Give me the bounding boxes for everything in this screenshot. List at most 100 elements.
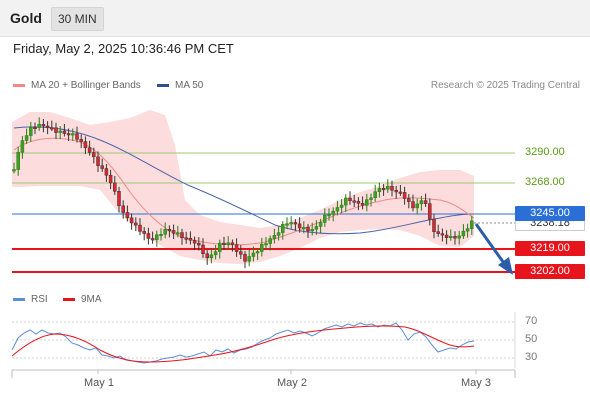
candle-body	[302, 227, 306, 230]
candle-body	[465, 228, 470, 232]
legend-ma50: MA 50	[157, 80, 203, 91]
x-label-may2: May 2	[277, 377, 307, 389]
candle-body	[155, 234, 159, 241]
candle-body	[398, 191, 403, 194]
candle-body	[428, 203, 432, 220]
forecast-arrow	[474, 223, 513, 275]
candle-body	[230, 242, 235, 245]
candle-body	[12, 169, 16, 172]
candle-body	[213, 251, 218, 256]
candle-body	[20, 140, 25, 153]
candle-body	[335, 207, 340, 212]
candle-body	[163, 229, 167, 235]
candle-body	[268, 238, 272, 244]
candle-body	[218, 242, 222, 252]
candle-body	[457, 235, 461, 239]
candle-body	[276, 232, 281, 236]
candle-body	[314, 226, 319, 230]
candle-body	[24, 135, 29, 141]
legend-ma20: MA 20 + Bollinger Bands	[13, 80, 141, 91]
candle-body	[108, 174, 113, 184]
candle-body	[62, 130, 67, 134]
rsi-ma-line	[11, 325, 475, 363]
symbol-title: Gold	[10, 10, 42, 26]
candle-body	[125, 212, 130, 219]
candle-body	[432, 218, 436, 232]
candle-body	[260, 244, 264, 252]
candle-body	[29, 127, 33, 136]
candle-body	[344, 197, 348, 206]
candle-body	[234, 244, 239, 252]
candle-body	[75, 133, 79, 140]
candle-body	[16, 151, 20, 170]
candle-body	[45, 125, 50, 128]
candle-body	[407, 198, 411, 202]
candle-body	[444, 234, 449, 238]
candle-body	[285, 223, 289, 226]
candle-body	[209, 254, 214, 259]
candle-body	[356, 200, 361, 204]
price-label-s1: 3219.00	[515, 241, 585, 256]
ma50-swatch	[157, 84, 169, 87]
candle-body	[197, 242, 201, 246]
candle-body	[129, 217, 134, 224]
candle-body	[83, 141, 88, 148]
candle-body	[87, 147, 92, 153]
candle-body	[50, 127, 54, 130]
candle-body	[453, 236, 457, 239]
candle-body	[243, 254, 247, 262]
candle-body	[251, 252, 256, 257]
candle-body	[394, 190, 398, 193]
candle-body	[381, 188, 386, 191]
candle-body	[96, 156, 100, 166]
candle-body	[373, 191, 377, 199]
candle-body	[79, 139, 83, 142]
candle-body	[113, 182, 117, 192]
candle-body	[171, 230, 176, 234]
candle-body	[339, 204, 344, 208]
rsi-swatch	[13, 298, 25, 301]
candle-body	[188, 237, 193, 241]
rsi-axis-30: 30	[525, 351, 538, 363]
candle-body	[318, 222, 323, 227]
candle-body	[159, 233, 163, 236]
legend-ma50-label: MA 50	[175, 80, 204, 91]
candle-body	[66, 133, 71, 136]
price-label-pivot: 3245.00	[515, 206, 585, 221]
candle-body	[436, 231, 440, 234]
top-bar: Gold 30 MIN	[0, 0, 590, 37]
candle-body	[205, 253, 209, 259]
candle-body	[92, 152, 96, 158]
timeframe-button[interactable]: 30 MIN	[51, 7, 104, 31]
price-label-r2: 3290.00	[525, 146, 565, 158]
candle-body	[134, 222, 138, 226]
candle-body	[419, 200, 424, 205]
candle-body	[222, 242, 226, 245]
candle-body	[33, 127, 37, 130]
legend-rsi: RSI	[13, 294, 48, 305]
candle-body	[331, 210, 335, 215]
candle-body	[184, 237, 188, 240]
rsi-axis-70: 70	[525, 315, 538, 327]
candle-body	[150, 238, 155, 241]
x-label-may1: May 1	[84, 377, 114, 389]
price-label-r1: 3268.00	[525, 176, 565, 188]
candlestick-series	[12, 117, 474, 269]
candle-body	[365, 199, 369, 206]
candle-body	[327, 214, 331, 217]
rsi-line	[11, 322, 475, 364]
candle-body	[281, 224, 285, 233]
candle-body	[255, 251, 260, 254]
candle-body	[264, 243, 268, 246]
candle-body	[293, 222, 298, 225]
candle-body	[377, 188, 382, 192]
candle-body	[239, 251, 243, 255]
candle-body	[470, 220, 474, 229]
credit-text: Research © 2025 Trading Central	[430, 80, 580, 91]
candle-body	[390, 185, 394, 191]
candle-body	[117, 191, 121, 207]
candle-body	[297, 223, 302, 229]
candle-body	[402, 192, 407, 199]
candle-body	[461, 230, 466, 237]
